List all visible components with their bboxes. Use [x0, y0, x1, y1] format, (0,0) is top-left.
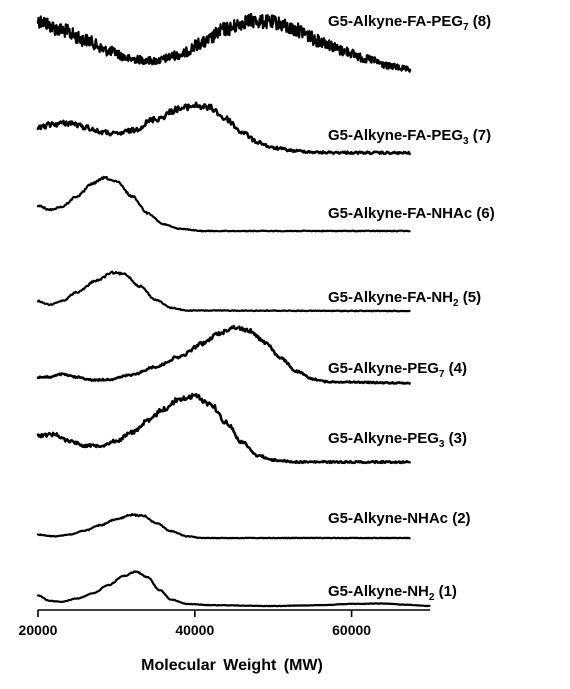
series-trace-6	[36, 392, 411, 465]
series-trace-3	[36, 175, 411, 233]
plot-traces	[36, 12, 431, 608]
series-trace-4	[36, 270, 411, 313]
series-label-6: G5-Alkyne-PEG3 (3)	[328, 430, 467, 450]
x-tick-label-2: 40000	[175, 622, 214, 638]
series-trace-5	[36, 324, 411, 385]
series-label-3: G5-Alkyne-FA-NHAc (6)	[328, 205, 495, 222]
series-label-4: G5-Alkyne-FA-NH2 (5)	[328, 289, 481, 309]
series-trace-1	[36, 12, 412, 73]
series-label-5: G5-Alkyne-PEG7 (4)	[328, 360, 467, 380]
series-label-2: G5-Alkyne-FA-PEG3 (7)	[328, 127, 491, 147]
x-ticks: 20000 40000 60000	[19, 610, 371, 638]
x-axis-title: Molecular Weight (MW)	[141, 657, 323, 674]
series-labels: G5-Alkyne-FA-PEG7 (8) G5-Alkyne-FA-PEG3 (…	[328, 13, 495, 603]
series-label-7: G5-Alkyne-NHAc (2)	[328, 510, 471, 527]
series-trace-8	[36, 570, 431, 608]
series-label-8: G5-Alkyne-NH2 (1)	[328, 583, 457, 603]
x-tick-label-3: 60000	[332, 622, 371, 638]
x-tick-label-1: 20000	[19, 622, 58, 638]
series-label-1: G5-Alkyne-FA-PEG7 (8)	[328, 13, 491, 33]
series-trace-2	[36, 101, 411, 156]
series-trace-7	[36, 513, 411, 540]
